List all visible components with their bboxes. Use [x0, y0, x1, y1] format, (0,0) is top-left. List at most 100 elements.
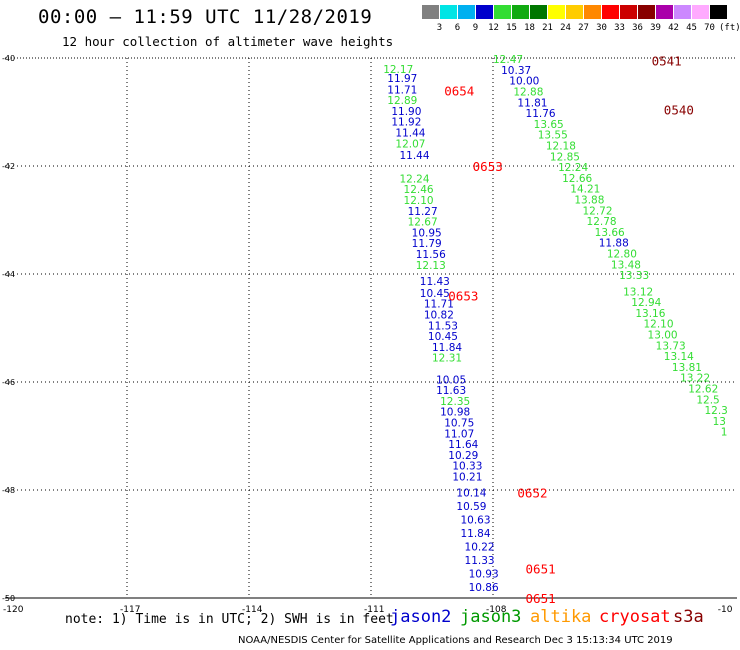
color-scale-swatch — [422, 5, 439, 19]
wave-height-point: 11.84 — [460, 528, 490, 540]
wave-height-point: 13.88 — [574, 194, 604, 206]
chart-title: 00:00 — 11:59 UTC 11/28/2019 — [38, 6, 373, 28]
wave-height-point: 12.94 — [631, 297, 661, 309]
x-tick-label: -108 — [486, 605, 507, 615]
wave-height-point: 13.48 — [611, 259, 641, 271]
color-scale-label: 15 — [506, 23, 517, 33]
wave-height-point: 12.46 — [404, 184, 434, 196]
color-scale-label: 42 — [668, 23, 679, 33]
wave-height-point: 13.66 — [595, 227, 625, 239]
wave-height-point: 11.07 — [444, 428, 474, 440]
wave-height-point: 10.63 — [460, 515, 490, 527]
wave-height-point: 12.17 — [383, 64, 413, 76]
x-tick-label: -117 — [120, 605, 140, 615]
wave-height-point: 10.82 — [424, 310, 454, 322]
wave-height-point: 13.12 — [623, 286, 653, 298]
x-tick-label: -114 — [242, 605, 263, 615]
wave-height-point: 11.27 — [408, 206, 438, 218]
x-tick-label: -10 — [718, 605, 733, 615]
wave-height-point: 10.29 — [448, 450, 478, 462]
wave-height-point: 10.95 — [412, 227, 442, 239]
wave-height-point: 12.31 — [432, 353, 462, 365]
wave-height-point: 12.10 — [643, 319, 673, 331]
color-scale-label: 45 — [686, 23, 697, 33]
wave-height-point: 11.71 — [387, 84, 417, 96]
wave-height-point: 13.33 — [619, 270, 649, 282]
color-scale-swatch — [656, 5, 673, 19]
wave-height-point: 11.88 — [599, 238, 629, 250]
color-scale-swatch — [530, 5, 547, 19]
wave-height-point: 10.33 — [452, 461, 482, 473]
color-scale-label: 18 — [524, 23, 535, 33]
wave-height-point: 11.76 — [526, 108, 556, 120]
y-tick-label: -48 — [2, 486, 15, 495]
color-scale-label: 3 — [436, 23, 443, 33]
wave-height-point: 12.18 — [546, 140, 576, 152]
wave-height-point: 12.24 — [558, 162, 588, 174]
wave-height-point: 10.45 — [428, 331, 458, 343]
wave-height-point: 10.05 — [436, 374, 466, 386]
wave-height-point: 12.3 — [704, 405, 727, 417]
wave-height-point: 10.00 — [509, 76, 539, 88]
legend-jason3: jason3 — [460, 607, 522, 627]
color-scale-label: (ft) — [719, 23, 740, 33]
wave-height-point: 12.88 — [513, 86, 543, 98]
wave-height-point: 13.73 — [656, 340, 686, 352]
pass-time-label: 0651 — [526, 561, 556, 576]
wave-height-point: 10.21 — [452, 472, 482, 484]
wave-height-point: 11.92 — [391, 117, 421, 129]
wave-height-point: 10.45 — [420, 288, 450, 300]
color-scale-label: 30 — [596, 23, 607, 33]
wave-height-point: 12.13 — [416, 260, 446, 272]
pass-time-label: 0653 — [473, 159, 503, 174]
color-scale-swatch — [710, 5, 727, 19]
pass-time-label: 0541 — [652, 54, 682, 69]
color-scale-label: 33 — [614, 23, 625, 33]
legend-cryosat: cryosat — [599, 607, 671, 627]
color-scale-label: 9 — [472, 23, 479, 33]
color-scale-swatch — [566, 5, 583, 19]
wave-height-point: 11.90 — [391, 106, 421, 118]
wave-height-point: 10.75 — [444, 418, 474, 430]
wave-height-point: 11.64 — [448, 439, 478, 451]
wave-height-point: 10.93 — [469, 569, 499, 581]
wave-height-point: 11.79 — [412, 238, 442, 250]
legend-jason2: jason2 — [390, 607, 452, 627]
wave-height-point: 12.72 — [582, 205, 612, 217]
wave-height-point: 11.33 — [465, 555, 495, 567]
legend-s3a: s3a — [673, 607, 704, 627]
wave-height-point: 11.53 — [428, 320, 458, 332]
wave-height-point: 13.22 — [680, 373, 710, 385]
y-tick-label: -40 — [2, 54, 15, 63]
wave-height-point: 11.63 — [436, 385, 466, 397]
wave-height-point: 11.84 — [432, 342, 462, 354]
wave-height-point: 11.44 — [399, 150, 429, 162]
wave-height-point: 1 — [721, 427, 728, 439]
wave-height-point: 11.43 — [420, 276, 450, 288]
color-scale-swatch — [548, 5, 565, 19]
pass-time-label: 0652 — [517, 486, 547, 501]
wave-height-point: 12.89 — [387, 95, 417, 107]
color-scale-swatch — [476, 5, 493, 19]
x-tick-label: -120 — [3, 605, 24, 615]
color-scale-swatch — [584, 5, 601, 19]
pass-time-label: 0540 — [664, 102, 694, 117]
wave-height-point: 12.24 — [399, 173, 429, 185]
wave-height-point: 10.98 — [440, 407, 470, 419]
wave-height-point: 13.14 — [664, 351, 694, 363]
pass-time-label: 0654 — [444, 83, 474, 98]
y-tick-label: -42 — [2, 162, 15, 171]
chart-subtitle: 12 hour collection of altimeter wave hei… — [62, 34, 394, 49]
wave-height-point: 12.62 — [688, 383, 718, 395]
wave-height-point: 13.81 — [672, 362, 702, 374]
units-note: note: 1) Time is in UTC; 2) SWH is in fe… — [65, 612, 394, 627]
y-tick-label: -50 — [2, 594, 15, 603]
wave-height-point: 10.59 — [456, 501, 486, 513]
legend-altika: altika — [530, 607, 592, 627]
wave-height-point: 12.67 — [408, 217, 438, 229]
color-scale-label: 27 — [578, 23, 589, 33]
color-scale-swatch — [620, 5, 637, 19]
y-tick-label: -46 — [2, 378, 15, 387]
color-scale-swatch — [512, 5, 529, 19]
wave-height-point: 12.85 — [550, 151, 580, 163]
